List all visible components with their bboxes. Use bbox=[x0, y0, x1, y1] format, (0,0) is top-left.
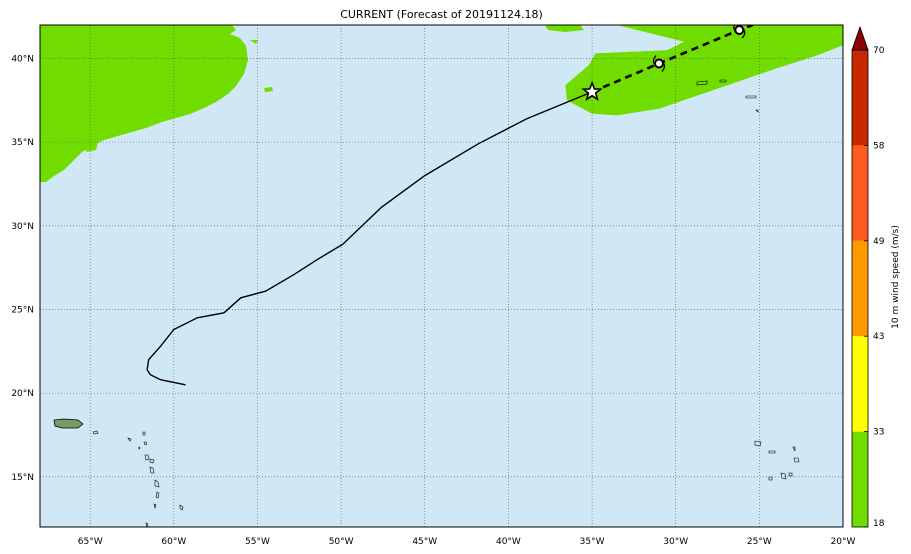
past-track-line bbox=[146, 91, 593, 386]
sable-island bbox=[264, 87, 273, 92]
colorbar-tick-label: 49 bbox=[873, 237, 885, 247]
latitude-tick-label: 20°N bbox=[11, 389, 34, 399]
longitude-tick-label: 45°W bbox=[412, 537, 437, 547]
newfoundland-patch bbox=[218, 38, 227, 47]
map-title: CURRENT (Forecast of 20191124.18) bbox=[340, 8, 543, 21]
wind-swath bbox=[565, 25, 843, 116]
nova-scotia-island bbox=[86, 140, 98, 152]
longitude-labels: 65°W 60°W 55°W 50°W 45°W 40°W 35°W 30°W 25°W 20°W bbox=[78, 537, 856, 547]
longitude-tick-label: 55°W bbox=[245, 537, 270, 547]
longitude-tick-label: 35°W bbox=[580, 537, 605, 547]
colorbar-frame bbox=[851, 49, 869, 528]
forecast-track-line bbox=[591, 25, 754, 94]
land-masses bbox=[40, 25, 584, 429]
wind-speed-colorbar: 18 33 43 49 58 70 bbox=[851, 25, 885, 529]
colorbar-tick-label: 43 bbox=[873, 332, 884, 342]
forecast-point-icon bbox=[652, 55, 666, 72]
latitude-tick-label: 25°N bbox=[11, 305, 34, 315]
latitude-tick-label: 30°N bbox=[11, 222, 34, 232]
colorbar-segment bbox=[852, 145, 868, 241]
colorbar-segment bbox=[852, 431, 868, 527]
latitude-tick-label: 15°N bbox=[11, 473, 34, 483]
latitude-tick-label: 40°N bbox=[11, 54, 34, 64]
colorbar-extend-arrow bbox=[851, 25, 869, 51]
colorbar-tick-label: 70 bbox=[873, 46, 885, 56]
longitude-tick-label: 65°W bbox=[78, 537, 103, 547]
current-position-star-icon bbox=[581, 80, 603, 102]
coast-north-strip bbox=[250, 40, 258, 44]
longitude-tick-label: 50°W bbox=[329, 537, 354, 547]
colorbar-segment bbox=[852, 50, 868, 146]
colorbar-title: 10 m wind speed (m/s) bbox=[891, 225, 901, 329]
colorbar-tick-label: 18 bbox=[873, 519, 885, 529]
forecast-point-icon bbox=[733, 25, 746, 39]
iberia-coast bbox=[545, 25, 584, 32]
longitude-tick-label: 25°W bbox=[747, 537, 772, 547]
latitude-tick-label: 35°N bbox=[11, 138, 34, 148]
colorbar-segment bbox=[852, 240, 868, 337]
forecast-markers bbox=[652, 25, 746, 72]
small-islands bbox=[92, 79, 800, 527]
longitude-tick-label: 30°W bbox=[663, 537, 688, 547]
colorbar-segment bbox=[852, 336, 868, 432]
puerto-rico bbox=[53, 418, 84, 429]
grid-lines bbox=[40, 25, 843, 527]
colorbar-tick-label: 58 bbox=[873, 141, 885, 151]
longitude-tick-label: 60°W bbox=[161, 537, 186, 547]
map-frame bbox=[39, 24, 844, 528]
latitude-labels: 15°N 20°N 25°N 30°N 35°N 40°N bbox=[11, 54, 34, 482]
longitude-tick-label: 40°W bbox=[496, 537, 521, 547]
longitude-tick-label: 20°W bbox=[831, 537, 856, 547]
colorbar-tick-label: 33 bbox=[873, 428, 884, 438]
